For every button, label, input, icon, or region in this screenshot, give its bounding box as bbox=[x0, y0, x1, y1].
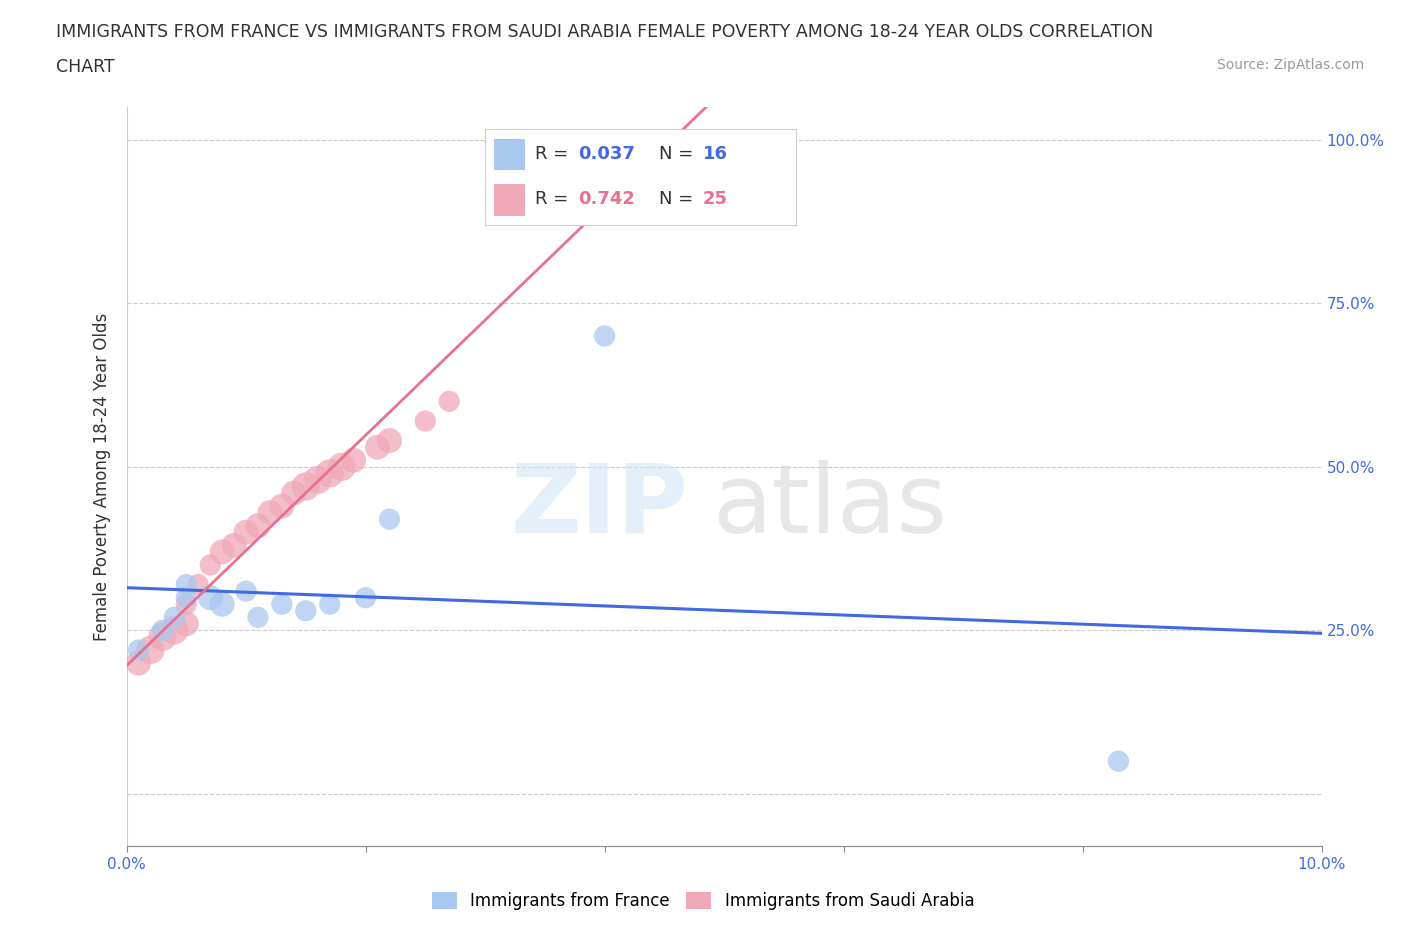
Text: atlas: atlas bbox=[711, 459, 948, 552]
Point bbox=[259, 505, 281, 520]
Point bbox=[222, 538, 246, 552]
Point bbox=[174, 591, 197, 605]
Point bbox=[593, 132, 616, 147]
Point bbox=[593, 328, 616, 343]
Point bbox=[127, 656, 149, 671]
Point bbox=[174, 617, 197, 631]
Point bbox=[163, 623, 186, 638]
Point bbox=[307, 472, 329, 487]
Point bbox=[439, 394, 461, 409]
Text: ZIP: ZIP bbox=[510, 459, 688, 552]
Point bbox=[127, 643, 149, 658]
Point bbox=[1108, 754, 1130, 769]
Point bbox=[139, 643, 162, 658]
Text: CHART: CHART bbox=[56, 58, 115, 75]
Point bbox=[200, 557, 222, 572]
Legend: Immigrants from France, Immigrants from Saudi Arabia: Immigrants from France, Immigrants from … bbox=[425, 885, 981, 917]
Point bbox=[235, 584, 257, 599]
Point bbox=[247, 518, 270, 533]
Point bbox=[211, 544, 233, 559]
Point bbox=[270, 597, 294, 612]
Point bbox=[152, 623, 174, 638]
Point bbox=[378, 433, 401, 448]
Point bbox=[152, 630, 174, 644]
Point bbox=[163, 610, 186, 625]
Point bbox=[378, 512, 401, 526]
Point bbox=[318, 466, 342, 481]
Text: Source: ZipAtlas.com: Source: ZipAtlas.com bbox=[1216, 58, 1364, 72]
Point bbox=[294, 604, 316, 618]
Point bbox=[247, 610, 270, 625]
Point bbox=[283, 485, 305, 500]
Point bbox=[174, 597, 197, 612]
Point bbox=[318, 597, 342, 612]
Point bbox=[200, 591, 222, 605]
Point bbox=[354, 591, 377, 605]
Point bbox=[187, 578, 209, 592]
Y-axis label: Female Poverty Among 18-24 Year Olds: Female Poverty Among 18-24 Year Olds bbox=[93, 312, 111, 641]
Point bbox=[174, 578, 197, 592]
Point bbox=[415, 414, 437, 429]
Point bbox=[270, 498, 294, 513]
Point bbox=[235, 525, 257, 539]
Text: IMMIGRANTS FROM FRANCE VS IMMIGRANTS FROM SAUDI ARABIA FEMALE POVERTY AMONG 18-2: IMMIGRANTS FROM FRANCE VS IMMIGRANTS FRO… bbox=[56, 23, 1153, 41]
Point bbox=[343, 453, 366, 468]
Point bbox=[330, 459, 353, 474]
Point bbox=[211, 597, 233, 612]
Point bbox=[294, 479, 316, 494]
Point bbox=[366, 440, 388, 455]
